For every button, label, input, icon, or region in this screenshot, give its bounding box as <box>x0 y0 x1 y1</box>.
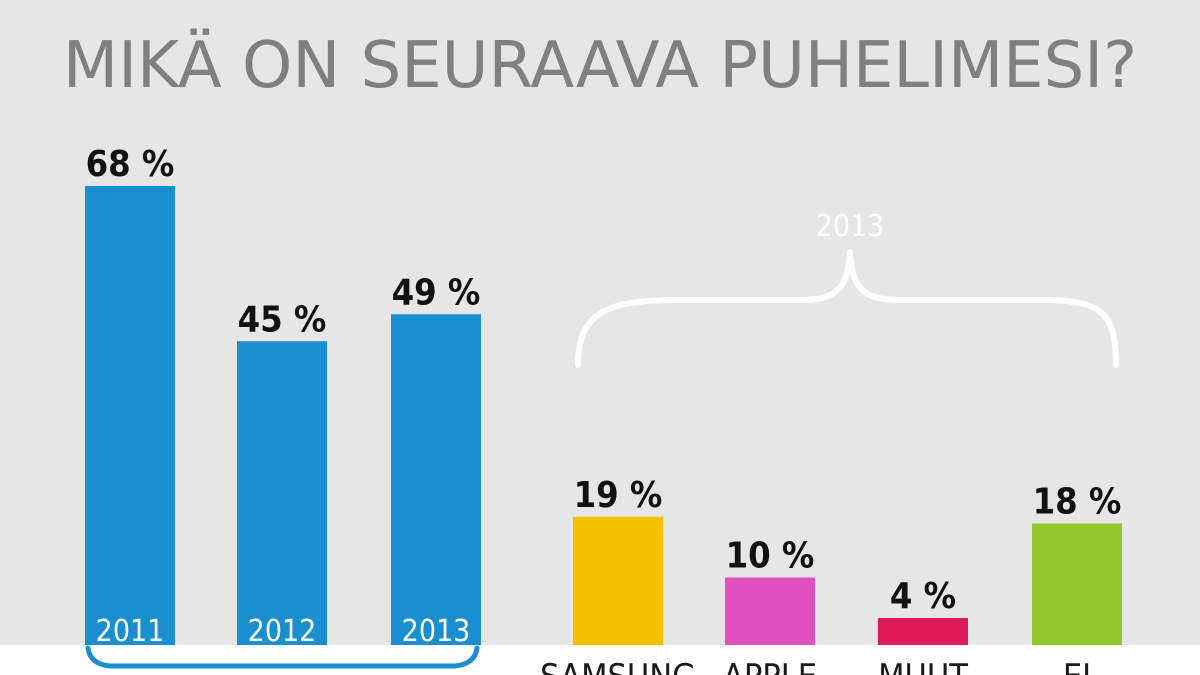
brace-label: 2013 <box>816 209 885 244</box>
bar-apple <box>725 577 815 645</box>
category-label-2013: 2013 <box>402 614 471 649</box>
value-label-2013: 49 % <box>392 272 481 313</box>
category-label-samsung: SAMSUNG <box>540 657 696 675</box>
value-label-muut: 4 % <box>890 576 956 617</box>
category-label-2012: 2012 <box>248 614 317 649</box>
category-label-ei: EI <box>1063 657 1091 675</box>
bar-muut <box>878 618 968 645</box>
brands-brace <box>575 249 1119 368</box>
bar-2012 <box>237 341 327 645</box>
value-label-2012: 45 % <box>238 299 327 340</box>
bar-2013 <box>391 314 481 645</box>
year-bracket <box>85 645 480 669</box>
bar-samsung <box>573 516 663 645</box>
value-label-ei: 18 % <box>1033 482 1122 523</box>
bar-2011 <box>85 186 175 645</box>
bar-ei <box>1032 523 1122 645</box>
category-label-apple: APPLE <box>723 657 817 675</box>
value-label-apple: 10 % <box>726 536 815 577</box>
value-label-samsung: 19 % <box>574 475 663 516</box>
value-label-2011: 68 % <box>86 144 175 185</box>
chart-title: MIKÄ ON SEURAAVA PUHELIMESI? <box>63 28 1137 103</box>
category-label-2011: 2011 <box>96 614 165 649</box>
footer-band <box>0 645 1200 675</box>
category-label-muut: MUUT <box>878 657 968 675</box>
